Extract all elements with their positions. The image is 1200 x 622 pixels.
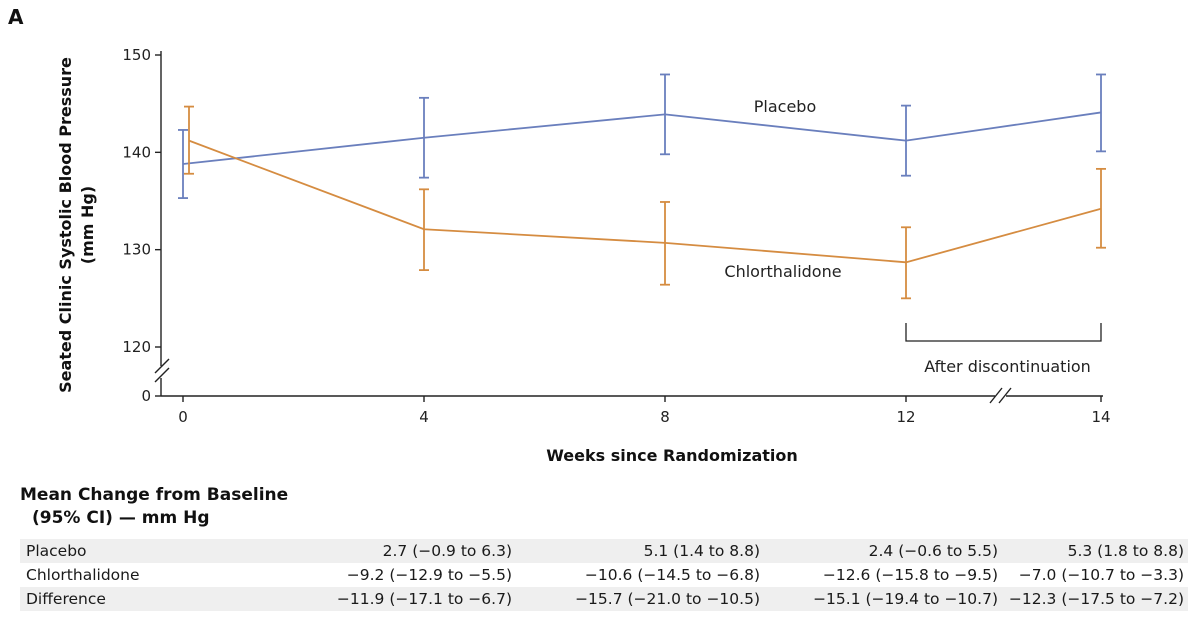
y-axis-break-mark [154, 358, 170, 374]
table-cell: 5.3 (1.8 to 8.8) [1067, 542, 1184, 560]
table-cell: −12.3 (−17.5 to −7.2) [1008, 590, 1184, 608]
y-tick-label: 130 [122, 241, 151, 259]
table-cell: −7.0 (−10.7 to −3.3) [1018, 566, 1184, 584]
table-row-difference: Difference −11.9 (−17.1 to −6.7) −15.7 (… [20, 587, 1188, 611]
x-axis-break-mark [989, 387, 1003, 404]
table-cell: 2.4 (−0.6 to 5.5) [868, 542, 998, 560]
chart: A Seated Clinic Systolic Blood Pressure … [8, 5, 1111, 465]
table-cell: −11.9 (−17.1 to −6.7) [336, 590, 512, 608]
table-cell: −10.6 (−14.5 to −6.8) [584, 566, 760, 584]
series-line-chlorthalidone [188, 139, 1102, 264]
x-tick-label: 4 [419, 408, 429, 426]
x-tick-label: 8 [660, 408, 670, 426]
y-tick-label: 150 [122, 46, 151, 64]
row-label: Chlorthalidone [26, 566, 140, 584]
row-label: Placebo [26, 542, 87, 560]
table-title-line1: Mean Change from Baseline [20, 485, 289, 505]
table-row-placebo: Placebo 2.7 (−0.9 to 6.3) 5.1 (1.4 to 8.… [20, 539, 1188, 563]
panel-label: A [8, 5, 24, 29]
y-axis-break-mark [154, 367, 170, 383]
table-cell: −12.6 (−15.8 to −9.5) [822, 566, 998, 584]
discontinuation-label: After discontinuation [924, 357, 1091, 376]
table-title-line2: (95% CI) — mm Hg [32, 508, 210, 528]
x-tick-label: 14 [1091, 408, 1110, 426]
y-tick-label: 0 [141, 387, 151, 405]
x-tick-label: 0 [178, 408, 188, 426]
x-tick-label: 12 [896, 408, 915, 426]
table-cell: −15.7 (−21.0 to −10.5) [575, 590, 760, 608]
x-axis-break-mark [998, 387, 1012, 404]
table-cell: 2.7 (−0.9 to 6.3) [382, 542, 512, 560]
stats-table: Placebo 2.7 (−0.9 to 6.3) 5.1 (1.4 to 8.… [20, 539, 1188, 611]
y-axis-title-line1: Seated Clinic Systolic Blood Pressure [56, 57, 75, 393]
x-axis-title: Weeks since Randomization [546, 446, 798, 465]
table-row-chlorthalidone: Chlorthalidone −9.2 (−12.9 to −5.5) −10.… [20, 563, 1188, 587]
discontinuation-bracket [905, 323, 1102, 342]
table-cell: −9.2 (−12.9 to −5.5) [346, 566, 512, 584]
table-title: Mean Change from Baseline (95% CI) — mm … [20, 484, 288, 530]
y-axis-title: Seated Clinic Systolic Blood Pressure (m… [56, 57, 97, 393]
y-tick-label: 120 [122, 338, 151, 356]
series-chlorthalidone [184, 105, 1106, 300]
y-axis-title-line2: (mm Hg) [78, 186, 97, 264]
row-label: Difference [26, 590, 106, 608]
series-layer [178, 73, 1106, 300]
y-tick-label: 140 [122, 143, 151, 161]
axes: 0 120 130 140 150 0 4 8 12 14 [122, 46, 1110, 426]
series-line-placebo [182, 111, 1102, 165]
table-cell: −15.1 (−19.4 to −10.7) [813, 590, 998, 608]
series-placebo [178, 73, 1106, 199]
annotation-layer: Placebo Chlorthalidone After discontinuati… [724, 97, 1102, 376]
series-label-placebo: Placebo [754, 97, 816, 116]
series-label-chlorthalidone: Chlorthalidone [724, 262, 841, 281]
table-cell: 5.1 (1.4 to 8.8) [643, 542, 760, 560]
